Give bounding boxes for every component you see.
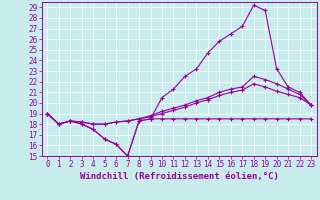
- X-axis label: Windchill (Refroidissement éolien,°C): Windchill (Refroidissement éolien,°C): [80, 172, 279, 181]
